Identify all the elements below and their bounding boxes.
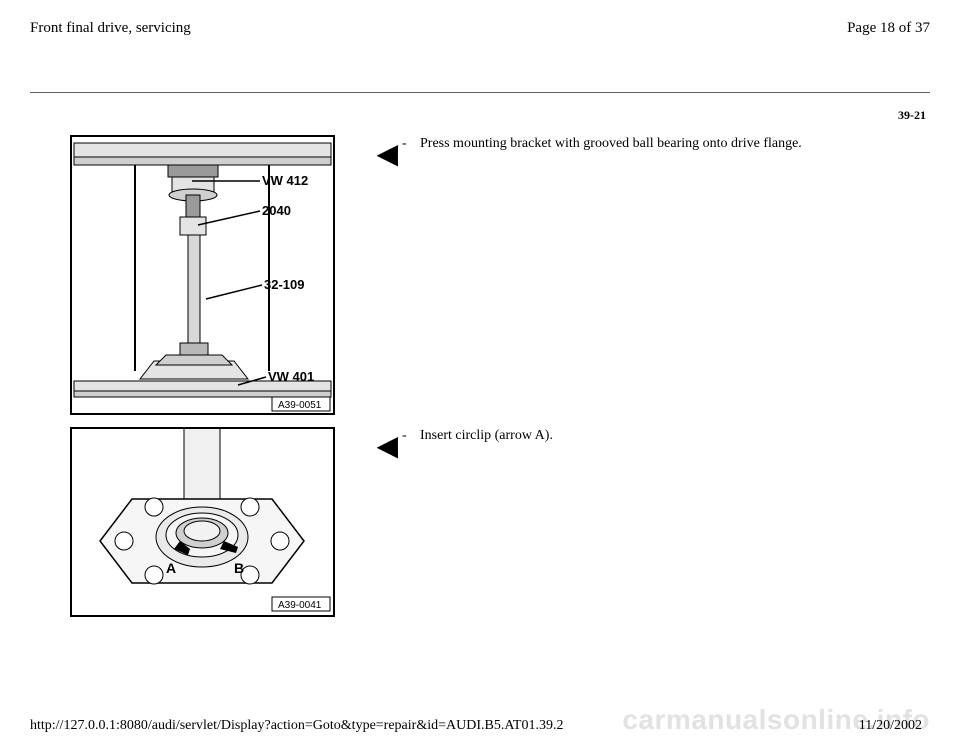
instruction-line: - Insert circlip (arrow A). bbox=[402, 427, 930, 445]
fig2-code: A39-0041 bbox=[278, 600, 322, 611]
step-text: - Insert circlip (arrow A). bbox=[402, 427, 930, 617]
figure-1-container: VW 412 2040 32-109 VW 401 A39-0051 bbox=[70, 135, 350, 415]
header-rule bbox=[30, 92, 930, 93]
fig1-code: A39-0051 bbox=[278, 400, 322, 411]
figure-2: A B A39-0041 bbox=[70, 427, 335, 617]
left-arrow-icon: ◀ bbox=[376, 139, 398, 170]
fig1-label-vw412: VW 412 bbox=[262, 173, 308, 188]
fig1-label-vw401: VW 401 bbox=[268, 369, 314, 384]
fig1-label-2040: 2040 bbox=[262, 203, 291, 218]
step-row: A B A39-0041 ◀ - Insert circlip (arrow A… bbox=[70, 427, 930, 617]
instruction-body: Press mounting bracket with grooved ball… bbox=[416, 135, 930, 153]
fig1-label-32109: 32-109 bbox=[264, 277, 304, 292]
step-row: VW 412 2040 32-109 VW 401 A39-0051 ◀ - P… bbox=[70, 135, 930, 415]
figure-1: VW 412 2040 32-109 VW 401 A39-0051 bbox=[70, 135, 335, 415]
figure-1-svg: VW 412 2040 32-109 VW 401 A39-0051 bbox=[72, 137, 333, 413]
fig2-label-b: B bbox=[234, 560, 244, 576]
step-arrow-icon: ◀ bbox=[350, 427, 402, 617]
step-text: - Press mounting bracket with grooved ba… bbox=[402, 135, 930, 415]
content-area: VW 412 2040 32-109 VW 401 A39-0051 ◀ - P… bbox=[70, 135, 930, 629]
page-root: Front final drive, servicing Page 18 of … bbox=[0, 0, 960, 742]
footer-url: http://127.0.0.1:8080/audi/servlet/Displ… bbox=[30, 718, 563, 734]
fig2-label-a: A bbox=[166, 560, 176, 576]
instruction-dash: - bbox=[402, 135, 416, 153]
header-title: Front final drive, servicing bbox=[30, 20, 191, 37]
figure-2-svg: A B A39-0041 bbox=[72, 429, 333, 615]
instruction-dash: - bbox=[402, 427, 416, 445]
instruction-line: - Press mounting bracket with grooved ba… bbox=[402, 135, 930, 153]
section-code: 39-21 bbox=[898, 108, 926, 123]
footer-date: 11/20/2002 bbox=[859, 718, 922, 734]
header-page-number: Page 18 of 37 bbox=[847, 20, 930, 37]
instruction-body: Insert circlip (arrow A). bbox=[416, 427, 930, 445]
figure-2-container: A B A39-0041 bbox=[70, 427, 350, 617]
left-arrow-icon: ◀ bbox=[376, 431, 398, 462]
page-header: Front final drive, servicing Page 18 of … bbox=[30, 20, 930, 37]
step-arrow-icon: ◀ bbox=[350, 135, 402, 415]
